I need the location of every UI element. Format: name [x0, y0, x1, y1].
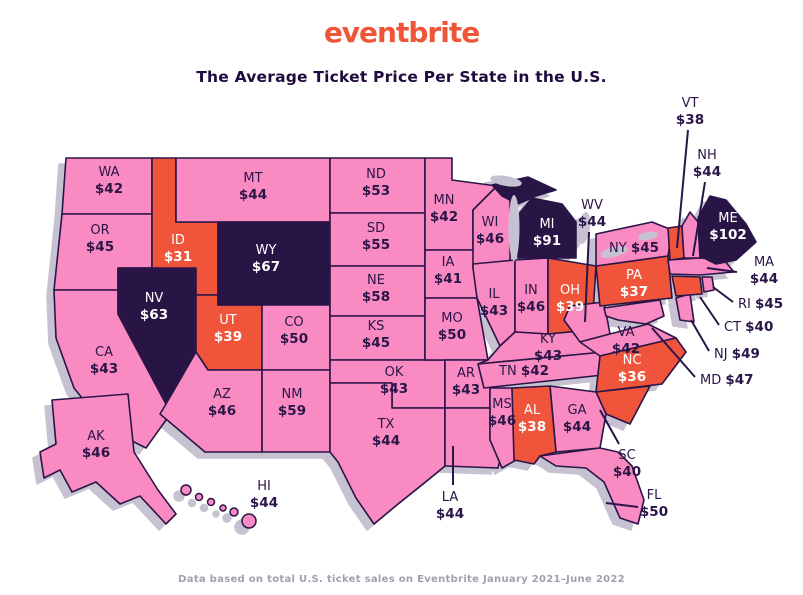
state-label-TX: TX $44 — [372, 417, 400, 449]
callout-line-WV — [584, 231, 590, 323]
page-title: The Average Ticket Price Per State in th… — [196, 68, 607, 86]
state-label-AZ: AZ $46 — [208, 387, 236, 419]
great-lake — [577, 212, 591, 244]
state-label-NH: NH $44 — [693, 148, 721, 180]
landmass — [39, 157, 757, 529]
state-label-IL: IL $43 — [480, 287, 508, 319]
state-ME — [697, 195, 757, 265]
state-label-OK: OK $43 — [380, 365, 408, 397]
state-label-NV: NV $63 — [140, 291, 168, 323]
state-label-VT: VT $38 — [676, 96, 704, 128]
state-label-GA: GA $44 — [563, 403, 591, 435]
state-label-SD: SD $55 — [362, 221, 390, 253]
state-HI-island — [180, 484, 192, 496]
state-label-ND: ND $53 — [362, 167, 390, 199]
state-label-CT: CT $40 — [724, 319, 773, 335]
state-label-NJ: NJ $49 — [714, 346, 760, 362]
state-label-RI: RI $45 — [738, 296, 783, 312]
state-label-MT: MT $44 — [239, 171, 267, 203]
state-label-ID: ID $31 — [164, 233, 192, 265]
state-label-NM: NM $59 — [278, 387, 306, 419]
state-label-LA: LA $44 — [436, 490, 464, 522]
state-HI-island — [229, 507, 239, 517]
state-HI-island — [219, 504, 227, 512]
state-label-MD: MD $47 — [700, 372, 754, 388]
callout-line-MD — [651, 327, 696, 378]
state-label-IN: IN $46 — [517, 283, 545, 315]
state-label-WV: WV $44 — [578, 198, 606, 230]
state-HI-island — [241, 513, 257, 529]
great-lake — [490, 175, 522, 187]
state-label-KS: KS $45 — [362, 319, 390, 351]
state-AZ — [159, 351, 263, 453]
state-VA — [579, 323, 677, 357]
state-label-WA: WA $42 — [95, 165, 123, 197]
state-label-SC: SC $40 — [613, 448, 641, 480]
state-label-NE: NE $58 — [362, 273, 390, 305]
state-label-AL: AL $38 — [518, 403, 546, 435]
state-TX — [329, 382, 446, 525]
state-label-MS: MS $46 — [488, 397, 516, 429]
callout-line-SC — [599, 409, 620, 445]
callout-line-NJ — [690, 319, 710, 352]
eventbrite-logo: eventbrite — [323, 16, 480, 49]
state-label-WY: WY $67 — [252, 243, 280, 275]
state-HI-island — [206, 497, 216, 507]
state-label-OR: OR $45 — [86, 223, 114, 255]
state-MS — [489, 387, 517, 469]
state-label-UT: UT $39 — [214, 313, 242, 345]
state-label-AR: AR $43 — [452, 366, 480, 398]
state-label-MI: MI $91 — [533, 217, 561, 249]
state-AK — [39, 393, 177, 525]
state-label-CO: CO $50 — [280, 315, 308, 347]
state-label-CA: CA $43 — [90, 345, 118, 377]
callout-line-VT — [676, 129, 689, 249]
great-lake — [600, 246, 628, 258]
state-label-WI: WI $46 — [476, 215, 504, 247]
state-label-VA: VA $42 — [612, 325, 640, 357]
state-label-KY: KY $43 — [534, 332, 562, 364]
map-labels-layer: WA $42 OR $45 CA $43 NV $63 ID $31 UT $39 AZ $46 MT $44… — [82, 96, 783, 522]
state-label-FL: FL $50 — [640, 488, 668, 520]
state-label-MA: MA $44 — [750, 255, 778, 287]
state-label-OH: OH $39 — [556, 283, 584, 315]
state-label-NY: NY $45 — [609, 240, 659, 256]
state-label-NC: NC $36 — [618, 353, 646, 385]
callout-line-NH — [692, 181, 706, 257]
state-label-TN: TN $42 — [498, 363, 549, 379]
state-label-AK: AK $46 — [82, 429, 110, 461]
state-label-MN: MN $42 — [430, 193, 458, 225]
state-HI-island — [194, 492, 204, 502]
state-label-HI: HI $44 — [250, 479, 278, 511]
state-NJ — [675, 293, 695, 323]
state-label-IA: IA $41 — [434, 255, 462, 287]
callout-line-CT — [699, 296, 720, 326]
state-label-MO: MO $50 — [438, 311, 466, 343]
state-RI — [701, 276, 715, 293]
state-label-ME: ME $102 — [709, 211, 747, 243]
state-label-PA: PA $37 — [620, 268, 648, 300]
great-lake — [638, 231, 658, 241]
callout-line-RI — [712, 286, 734, 303]
source-caption: Data based on total U.S. ticket sales on… — [178, 574, 625, 585]
callout-line-FL — [605, 502, 639, 508]
great-lake — [508, 195, 520, 261]
state-CT — [671, 275, 703, 297]
state-MD — [603, 299, 665, 325]
callout-line-MA — [706, 267, 738, 273]
